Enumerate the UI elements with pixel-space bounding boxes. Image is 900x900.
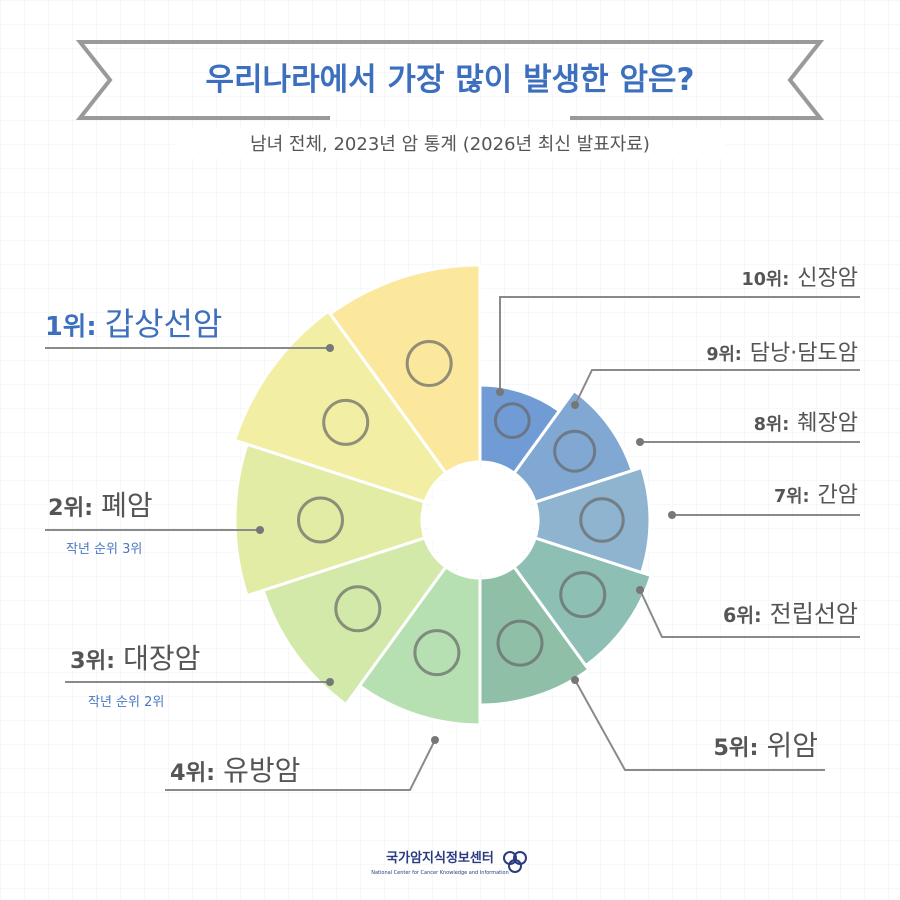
name: 갑상선암 [105,305,223,343]
name: 간암 [818,483,858,508]
rank: 5위: [713,735,758,761]
title-banner [75,40,825,120]
footer-logo: 국가암지식정보센터 [386,850,494,866]
label: 2위: 폐암 [48,489,153,522]
footer-logo-sub: National Center for Cancer Knowledge and… [371,870,509,876]
wedge [511,536,654,668]
rank: 3위: [70,648,115,674]
name: 폐암 [101,489,153,522]
rank: 10위: [742,270,790,290]
leader-dot [326,344,334,352]
rank: 6위: [723,604,762,627]
name: 유방암 [223,754,300,787]
leader-dot [636,586,644,594]
wedge [328,263,482,476]
organ-icon [553,429,597,473]
label: 6위: 전립선암 [723,600,858,628]
note: 작년 순위 2위 [88,695,164,710]
leader-line [639,589,860,638]
leader-dot [326,678,334,686]
title: 우리나라에서 가장 많이 발생한 암은? [206,62,695,98]
organ-icon [334,585,382,633]
leader-dot [496,388,504,396]
label: 3위: 대장암 [70,642,200,675]
leader-dot [571,401,579,409]
name: 췌장암 [797,411,858,436]
name: 위암 [766,729,818,762]
label: 10위: 신장암 [742,266,858,291]
wedge [511,388,635,504]
subtitle: 남녀 전체, 2023년 암 통계 (2026년 최신 발표자료) [250,134,650,155]
leader-line [499,296,860,392]
leader-line [574,369,860,406]
name: 전립선암 [770,600,858,628]
organ-icon [413,629,461,677]
leader-dot [571,676,579,684]
wedge [478,564,591,707]
rank: 2위: [48,495,93,521]
leader-line [165,739,436,791]
organ-icon [297,496,344,544]
label: 9위: 담낭·담도암 [706,341,858,366]
wedge [357,564,482,727]
rank: 9위: [706,345,741,365]
rank: 8위: [754,415,789,435]
rank: 4위: [170,760,215,786]
organ-icon [496,619,544,667]
wedge [478,383,562,476]
footer-icon [503,851,527,873]
leader-line [574,679,825,771]
leader-dot [636,438,644,446]
subtitle-bg [175,128,725,158]
rank: 7위: [774,487,809,507]
wedge [233,442,427,598]
rank: 1위: [45,312,97,342]
organ-icon [559,571,607,619]
label: 8위: 췌장암 [754,411,858,436]
name: 대장암 [123,642,200,675]
organ-icon [579,497,625,543]
rose-chart [232,263,654,727]
organ-icon [493,402,531,439]
label: 4위: 유방암 [170,754,300,787]
leader-dot [668,511,676,519]
name: 신장암 [797,266,858,291]
organ-icon [322,398,370,446]
label: 1위: 갑상선암 [45,305,222,343]
note: 작년 순위 3위 [66,542,142,557]
label: 7위: 간암 [774,483,858,508]
wedge [232,309,449,504]
leader-dot [256,526,264,534]
label: 5위: 위암 [713,729,818,762]
leader-dot [431,736,439,744]
name: 담낭·담도암 [750,341,858,366]
center-hole [428,468,532,572]
organ-icon [405,340,453,388]
